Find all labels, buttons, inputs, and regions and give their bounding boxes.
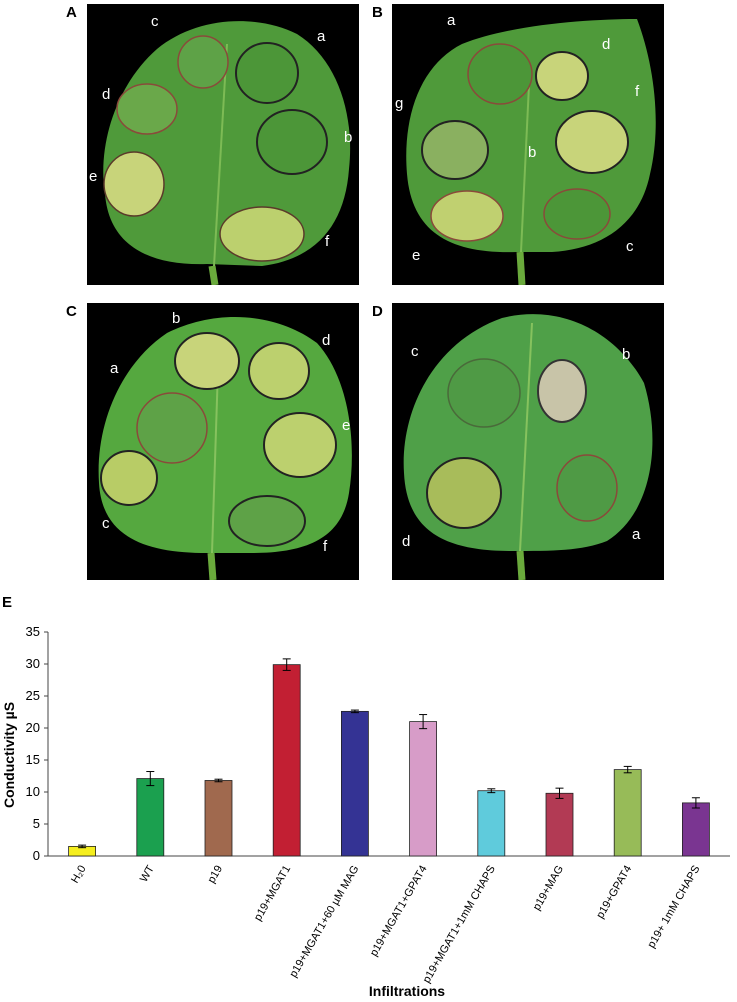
spot-label-d: d: [322, 332, 330, 349]
category-label: p19+MAG: [531, 864, 566, 913]
bar: [477, 790, 506, 857]
bar: [545, 792, 574, 857]
spot-label-e: e: [342, 417, 350, 434]
bar: [613, 769, 642, 857]
spot-label-a: a: [317, 28, 326, 45]
spot-label-d: d: [102, 86, 110, 103]
panel-letter-d: D: [372, 303, 383, 320]
spot-label-a: a: [447, 12, 456, 29]
y-tick-label: 5: [33, 816, 40, 831]
panel-letter-a: A: [66, 4, 77, 21]
spot-label-e: e: [412, 247, 420, 264]
leaf-photo-c: a b c d e f: [87, 303, 359, 580]
panel-letter-b: B: [372, 4, 383, 21]
bar: [682, 802, 710, 857]
category-label: p19+ 1mM CHAPS: [645, 864, 702, 951]
spot-label-b: b: [344, 129, 352, 146]
spot-label-b: b: [528, 144, 536, 161]
category-label: WT: [138, 863, 157, 884]
y-tick-label: 15: [26, 752, 40, 767]
category-label: p19+GPAT4: [594, 864, 634, 921]
category-label: H₂0: [69, 864, 89, 886]
bar: [136, 778, 165, 857]
spot-label-b: b: [172, 310, 180, 327]
category-label: p19+MGAT1: [252, 864, 293, 924]
spot-label-c: c: [626, 238, 634, 255]
spot-label-f: f: [323, 538, 328, 555]
y-tick-label: 30: [26, 656, 40, 671]
y-tick-label: 25: [26, 688, 40, 703]
spot-label-c: c: [151, 13, 159, 30]
category-label: p19+MGAT1+1mM CHAPS: [421, 864, 498, 986]
y-tick-label: 20: [26, 720, 40, 735]
y-axis-title: Conductivity µS: [1, 702, 17, 808]
panel-letter-c: C: [66, 303, 77, 320]
spot-label-f: f: [325, 233, 330, 250]
bar: [340, 710, 369, 857]
y-tick-label: 0: [33, 848, 40, 863]
spot-label-d: d: [602, 36, 610, 53]
spot-label-g: g: [395, 95, 403, 112]
spot-label-a: a: [632, 526, 641, 543]
spot-label-b: b: [622, 346, 630, 363]
leaf-photo-d: a b c d: [392, 303, 664, 580]
y-tick-label: 35: [26, 624, 40, 639]
leaf-photo-b: a b c d e f g: [392, 4, 664, 285]
spot-label-d: d: [402, 533, 410, 550]
panel-letter-e: E: [2, 594, 13, 611]
bar: [409, 721, 438, 857]
spot-label-f: f: [635, 83, 640, 100]
category-label: p19+MGAT1+60 µM MAG: [288, 864, 362, 980]
spot-label-c: c: [411, 343, 419, 360]
bar: [204, 780, 233, 857]
conductivity-bar-chart: Conductivity µS Infiltrations 0 5 10 15 20 25…: [1, 624, 730, 999]
spot-label-c: c: [102, 515, 110, 532]
category-label: p19: [206, 864, 226, 886]
spot-label-e: e: [89, 168, 97, 185]
spot-label-a: a: [110, 360, 119, 377]
bar: [272, 664, 301, 857]
leaf-photo-a: a b c d e f: [87, 4, 359, 285]
y-tick-label: 10: [26, 784, 40, 799]
x-axis-title: Infiltrations: [369, 983, 445, 999]
category-label: p19+MGAT1+GPAT4: [368, 864, 430, 959]
